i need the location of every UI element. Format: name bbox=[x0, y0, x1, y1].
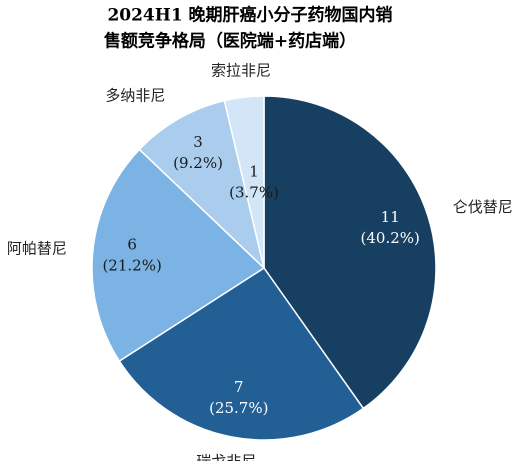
category-label: 仑伐替尼 bbox=[453, 198, 513, 216]
percent-label: (3.7%) bbox=[229, 184, 279, 202]
pie-slice bbox=[223, 95, 265, 269]
category-label: 阿帕替尼 bbox=[7, 239, 67, 257]
percent-label: (21.2%) bbox=[102, 257, 161, 275]
value-label: 1 bbox=[249, 163, 259, 181]
percent-label: (9.2%) bbox=[173, 154, 223, 172]
percent-label: (25.7%) bbox=[209, 399, 268, 417]
pie-slice bbox=[138, 99, 266, 271]
pie-slice bbox=[118, 266, 365, 441]
pie-slice bbox=[91, 148, 266, 363]
value-label: 3 bbox=[193, 133, 203, 151]
value-label: 6 bbox=[127, 236, 137, 254]
value-label: 11 bbox=[381, 208, 400, 226]
value-label: 7 bbox=[234, 378, 244, 396]
pie-slice bbox=[263, 95, 437, 410]
chart-title: 2024H1 晚期肝癌小分子药物国内销 bbox=[107, 5, 392, 26]
category-label: 索拉非尼 bbox=[211, 61, 271, 79]
category-label: 多纳非尼 bbox=[105, 86, 165, 104]
category-label: 瑞戈非尼 bbox=[196, 452, 256, 461]
chart-title: 售额竞争格局（医院端+药店端） bbox=[104, 31, 356, 52]
percent-label: (40.2%) bbox=[361, 229, 420, 247]
